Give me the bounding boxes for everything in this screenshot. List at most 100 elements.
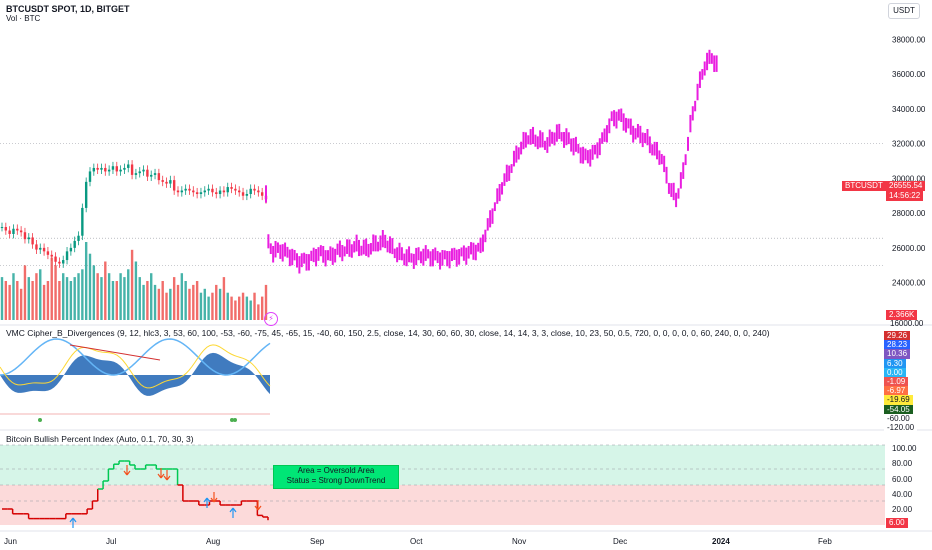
x-label-feb: Feb [818, 537, 832, 546]
projected-candle [543, 140, 546, 150]
projected-candle [493, 202, 496, 212]
history-candle [12, 228, 15, 234]
history-candle [215, 192, 218, 195]
projected-candle [460, 247, 463, 257]
projected-candle [698, 71, 701, 88]
projected-candle [424, 245, 427, 261]
x-label-dec: Dec [613, 537, 628, 546]
vmc-indicator-title[interactable]: VMC Cipher_B_Divergences (9, 12, hlc3, 3… [6, 328, 770, 338]
projected-candle [534, 134, 537, 147]
projected-candle [419, 251, 422, 264]
projected-candle [605, 125, 608, 143]
projected-candle [706, 52, 709, 71]
bpi-indicator-title[interactable]: Bitcoin Bullish Percent Index (Auto, 0.1… [6, 434, 194, 444]
flash-icon[interactable]: ⚡ [264, 312, 278, 326]
projected-candle [572, 138, 575, 156]
projected-candle [307, 254, 310, 271]
projected-candle [448, 251, 451, 269]
history-candle [257, 190, 260, 193]
history-candle [119, 169, 122, 172]
projected-candle [431, 249, 434, 267]
projected-candle [369, 243, 372, 255]
projected-candle [656, 141, 659, 160]
projected-candle [644, 133, 647, 144]
projected-candle [517, 147, 520, 160]
history-candle [146, 169, 149, 177]
history-candle [77, 235, 80, 241]
history-candle [73, 240, 76, 248]
history-candle [31, 237, 34, 245]
bpi-axis-label-60: 60.00 [892, 475, 913, 484]
projected-candle [281, 244, 284, 262]
volume-bar [73, 277, 76, 320]
history-candle [104, 167, 107, 172]
projected-candle [586, 150, 589, 164]
projected-candle [570, 138, 573, 152]
projected-candle [269, 243, 272, 255]
history-candle [50, 254, 53, 257]
price-axis-label-1: 26000.00 [892, 244, 926, 253]
volume-bar [203, 288, 206, 320]
projected-candle [689, 114, 692, 133]
projected-candle [498, 184, 501, 202]
volume-bar [165, 292, 168, 320]
projected-candle [622, 113, 625, 131]
volume-bar [58, 281, 61, 320]
projected-candle [427, 249, 430, 259]
projected-candle [412, 253, 415, 269]
projected-candle [503, 173, 506, 186]
projected-candle [613, 110, 616, 127]
vmc-divergence-line [69, 344, 161, 361]
bpi-signal-arrow-3 [123, 465, 131, 476]
projected-candle [362, 239, 365, 255]
projected-candle [555, 124, 558, 142]
history-candle [142, 169, 145, 172]
history-candle [230, 187, 233, 189]
projected-candle [701, 69, 704, 80]
x-label-jul: Jul [106, 537, 117, 546]
vmc-value-tag-1: 28.23 [884, 340, 911, 351]
projected-candle [541, 132, 544, 148]
projected-candle [596, 142, 599, 159]
projected-candle [579, 147, 582, 164]
volume-bar [16, 281, 19, 320]
volume-bar [238, 296, 241, 320]
currency-button[interactable]: USDT [888, 3, 920, 19]
projected-candle [536, 136, 539, 150]
history-candle [81, 207, 84, 236]
projected-candle [279, 244, 282, 259]
x-label-2024: 2024 [712, 537, 730, 546]
projected-candle [558, 123, 561, 139]
volume-bar [138, 277, 141, 320]
projected-candle [346, 239, 349, 254]
history-candle [184, 188, 187, 191]
volume-bar [230, 296, 233, 320]
projected-candle [665, 166, 668, 184]
bpi-signal-arrow-5 [163, 470, 171, 481]
history-candle [157, 173, 161, 181]
projected-candle [446, 251, 449, 267]
volume-bar [172, 277, 176, 320]
history-candle [234, 188, 237, 191]
projected-candle [641, 132, 644, 148]
history-candle [134, 173, 138, 175]
vmc-value-tag-10: -120.00 [884, 423, 918, 433]
projected-candle [675, 192, 678, 208]
projected-candle [353, 241, 356, 253]
projected-candle [479, 237, 482, 254]
volume-bar [253, 292, 256, 320]
history-candle [62, 260, 65, 264]
projected-candle [524, 132, 527, 148]
volume-bar [241, 292, 245, 320]
projected-candle [691, 106, 694, 121]
history-candle [253, 188, 256, 191]
volume-label[interactable]: Vol · BTC [6, 14, 41, 23]
history-candle [39, 247, 42, 250]
projected-candle [441, 250, 444, 266]
volume-bar [150, 273, 153, 320]
projected-candle [684, 154, 687, 166]
history-candle [84, 181, 88, 208]
volume-bar [100, 277, 103, 320]
projected-candle [439, 252, 442, 270]
symbol-title[interactable]: BTCUSDT SPOT, 1D, BITGET [6, 4, 130, 14]
